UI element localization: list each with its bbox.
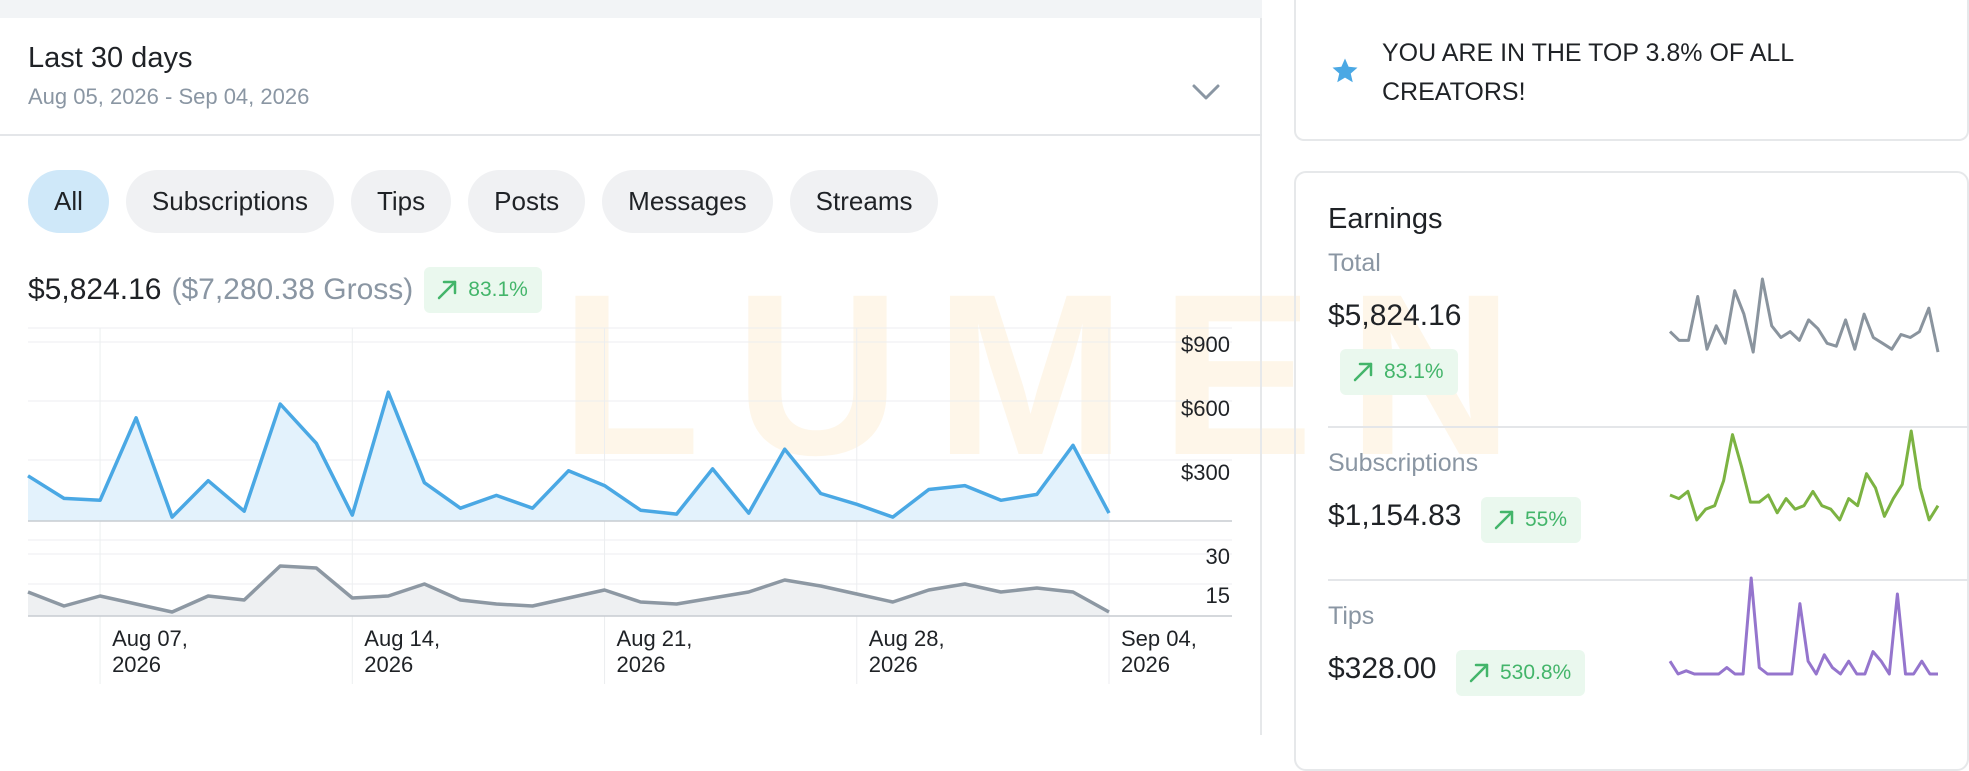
sparkline-line (1670, 431, 1938, 520)
tab-streams[interactable]: Streams (790, 170, 939, 233)
summary-change-badge: 83.1% (424, 267, 542, 313)
trend-up-icon (1468, 662, 1490, 684)
summary: $5,824.16 ($7,280.38 Gross) 83.1% (28, 264, 542, 316)
sparkline-line (1670, 279, 1938, 352)
star-icon (1330, 56, 1360, 86)
earnings-row-label: Subscriptions (1328, 449, 1478, 478)
x-tick-label: Aug 14,2026 (364, 626, 440, 677)
tab-tips[interactable]: Tips (351, 170, 451, 233)
earnings-row-sparkline (1668, 271, 1940, 361)
y-tick-label: $900 (1181, 332, 1230, 357)
earnings-row-label: Tips (1328, 602, 1374, 631)
x-tick-label: Aug 21,2026 (617, 626, 693, 677)
count-series-area (28, 566, 1109, 616)
y-tick-label: $600 (1181, 396, 1230, 421)
top-strip (0, 0, 1262, 18)
earnings-row-change: 530.8% (1500, 661, 1571, 685)
earnings-statistics-panel: Last 30 days Aug 05, 2026 - Sep 04, 2026… (0, 0, 1262, 735)
earnings-row-change: 83.1% (1384, 360, 1444, 384)
earnings-card: Earnings Total $5,824.16 83.1% Subscription… (1294, 171, 1969, 771)
earnings-row-sparkline (1668, 423, 1940, 533)
category-tabs: All Subscriptions Tips Posts Messages Streams (28, 170, 955, 233)
earnings-row-amount: $328.00 (1328, 652, 1436, 686)
tab-posts[interactable]: Posts (468, 170, 585, 233)
y-tick-label: 15 (1206, 583, 1230, 608)
date-range-selector[interactable]: Last 30 days Aug 05, 2026 - Sep 04, 2026 (0, 18, 1262, 136)
trend-up-icon (436, 279, 458, 301)
earnings-row-label: Total (1328, 249, 1381, 278)
y-tick-label: $300 (1181, 460, 1230, 485)
earnings-row-change-badge: 55% (1481, 497, 1581, 543)
earnings-row-amount: $1,154.83 (1328, 499, 1461, 533)
trend-up-icon (1493, 509, 1515, 531)
earnings-title: Earnings (1328, 203, 1442, 236)
range-title: Last 30 days (28, 42, 192, 75)
earnings-row-change-badge: 83.1% (1340, 349, 1458, 395)
earnings-row-sparkline (1668, 570, 1940, 680)
earnings-row-change-badge: 530.8% (1456, 650, 1585, 696)
x-tick-label: Sep 04,2026 (1121, 626, 1197, 677)
x-tick-label: Aug 28,2026 (869, 626, 945, 677)
sparkline-line (1670, 578, 1938, 674)
tab-messages[interactable]: Messages (602, 170, 773, 233)
earnings-row-amount: $5,824.16 (1328, 299, 1461, 333)
tab-all[interactable]: All (28, 170, 109, 233)
top-creator-banner: YOU ARE IN THE TOP 3.8% OF ALL CREATORS! (1294, 0, 1969, 141)
trend-up-icon (1352, 361, 1374, 383)
chevron-down-icon[interactable] (1186, 72, 1226, 112)
summary-gross: ($7,280.38 Gross) (171, 273, 413, 307)
tab-subscriptions[interactable]: Subscriptions (126, 170, 334, 233)
x-tick-label: Aug 07,2026 (112, 626, 188, 677)
summary-change: 83.1% (468, 278, 528, 302)
y-tick-label: 30 (1206, 544, 1230, 569)
summary-net: $5,824.16 (28, 273, 161, 307)
earnings-chart[interactable]: $900 $600 $300 30 15 Aug 07,2026 Aug 14,2026 Au… (0, 310, 1262, 710)
range-dates: Aug 05, 2026 - Sep 04, 2026 (28, 84, 309, 110)
earnings-row-change: 55% (1525, 508, 1567, 532)
banner-text: YOU ARE IN THE TOP 3.8% OF ALL CREATORS! (1382, 34, 1902, 112)
earnings-series-area (28, 392, 1109, 521)
